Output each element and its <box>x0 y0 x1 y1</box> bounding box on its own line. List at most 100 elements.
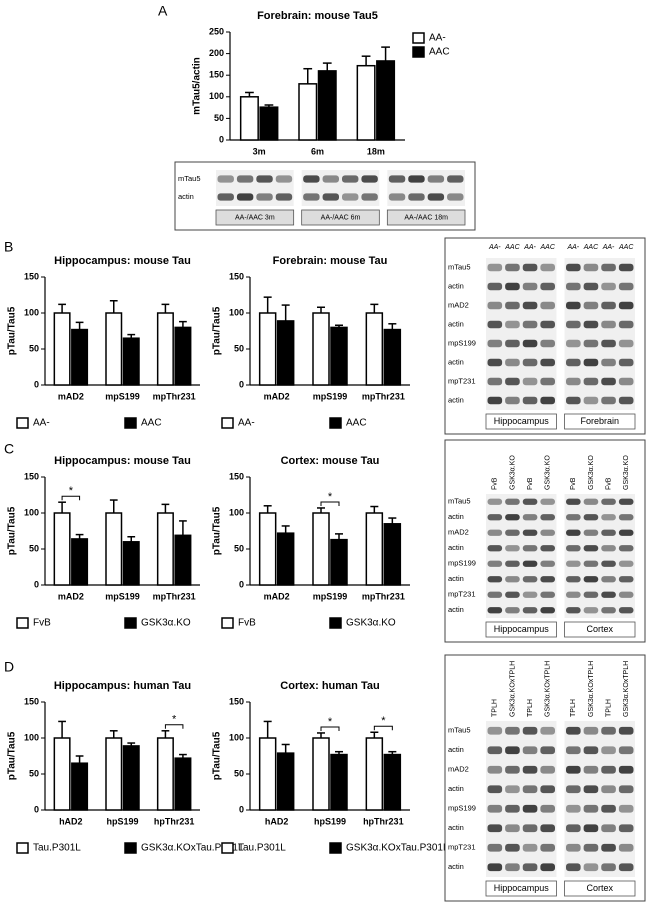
significance-bracket <box>164 724 184 729</box>
bar <box>71 538 89 586</box>
blot-band <box>601 396 616 405</box>
blot-band <box>583 607 599 614</box>
legend-swatch <box>221 417 234 429</box>
blot-band <box>322 175 339 183</box>
blot-band <box>601 529 616 536</box>
blot-row-label: mTau5 <box>448 497 471 506</box>
blot-band <box>618 785 634 794</box>
significance-bracket <box>320 726 340 731</box>
legend-swatch <box>221 617 234 629</box>
blot-lane-label: GSK3α.KO <box>509 455 516 490</box>
bar <box>105 512 123 586</box>
blot-group-box <box>301 209 380 226</box>
x-tick-label: mpS199 <box>313 391 348 401</box>
bar <box>258 512 277 586</box>
blot-band <box>540 576 555 583</box>
blot-band <box>601 282 616 291</box>
blot-band <box>540 301 555 310</box>
blot-group-label: Hippocampus <box>494 624 550 634</box>
y-tick-label: 150 <box>229 471 244 481</box>
blot-band <box>342 193 359 201</box>
blot-band <box>566 545 581 552</box>
y-tick-label: 0 <box>239 579 244 589</box>
blot-band <box>618 863 634 872</box>
y-axis-label: pTau/Tau5 <box>212 306 223 355</box>
x-tick-label: mpThr231 <box>362 391 405 401</box>
blot-band <box>487 498 503 505</box>
blot-band <box>566 824 581 833</box>
blot-band <box>487 576 503 583</box>
legend-label: FvB <box>33 618 51 629</box>
blot-band <box>601 339 616 348</box>
bar <box>276 752 295 811</box>
blot-band <box>618 824 634 833</box>
significance-bracket <box>373 725 393 731</box>
chart-title: Cortex: mouse Tau <box>281 455 380 467</box>
blot-band <box>522 377 538 386</box>
blot-row-label: actin <box>448 605 464 614</box>
x-tick-label: 3m <box>253 146 266 156</box>
blot-lane-label: FvB <box>527 477 534 490</box>
significance-label: * <box>381 715 386 727</box>
blot-band <box>522 396 538 405</box>
blot-band <box>618 339 634 348</box>
blot-row-label: actin <box>448 543 464 552</box>
blot-band <box>522 591 538 598</box>
y-axis-label: mTau5/actin <box>192 57 203 115</box>
blot-band <box>618 320 634 329</box>
blot-band <box>583 514 599 521</box>
bar <box>258 312 277 386</box>
blot-band <box>361 193 378 201</box>
chart-title: Hippocampus: mouse Tau <box>54 455 191 467</box>
blot-band <box>601 560 616 567</box>
blot-band <box>522 545 538 552</box>
blot-row-label: mpS199 <box>448 559 476 568</box>
y-tick-label: 150 <box>229 271 244 281</box>
blot-band <box>601 301 616 310</box>
bar <box>105 737 123 811</box>
chart-title: Hippocampus: human Tau <box>54 680 191 692</box>
legend-swatch <box>412 46 425 58</box>
blot-band <box>583 282 599 291</box>
blot-band <box>540 843 555 852</box>
y-tick-label: 0 <box>34 379 39 389</box>
blot-band <box>540 320 555 329</box>
blot-band <box>505 824 520 833</box>
blot-band <box>487 263 503 272</box>
legend-swatch <box>16 842 29 854</box>
panel-label: B <box>4 239 13 255</box>
blot-band <box>522 529 538 536</box>
y-tick-label: 100 <box>229 307 244 317</box>
blot-band <box>601 824 616 833</box>
blot-band <box>618 576 634 583</box>
blot-band <box>540 824 555 833</box>
blot-group-label: AA-/AAC 6m <box>321 214 361 221</box>
bar <box>258 737 277 811</box>
blot-band <box>505 765 520 774</box>
y-tick-label: 100 <box>229 732 244 742</box>
bar <box>259 106 279 141</box>
blot-band <box>505 726 520 735</box>
blot-group-label: Cortex <box>586 883 613 893</box>
x-tick-label: 18m <box>367 146 385 156</box>
legend-swatch <box>412 32 425 44</box>
blot-band <box>487 339 503 348</box>
blot-band <box>618 726 634 735</box>
x-tick-label: hpS199 <box>314 816 346 826</box>
blot-band <box>487 591 503 598</box>
panel-label: D <box>4 659 14 675</box>
legend-swatch <box>16 617 29 629</box>
legend-label: GSK3α.KOxTau.P301L <box>141 843 244 854</box>
blot-band <box>540 396 555 405</box>
blot-row-label: actin <box>448 319 464 328</box>
y-axis-label: pTau/Tau5 <box>212 506 223 555</box>
blot-group-box <box>215 209 295 226</box>
blot-band <box>601 746 616 755</box>
blot-band <box>583 560 599 567</box>
y-tick-label: 0 <box>239 804 244 814</box>
blot-band <box>388 175 406 183</box>
legend-label: AA- <box>33 418 50 429</box>
y-tick-label: 50 <box>29 543 39 553</box>
blot-band <box>522 301 538 310</box>
